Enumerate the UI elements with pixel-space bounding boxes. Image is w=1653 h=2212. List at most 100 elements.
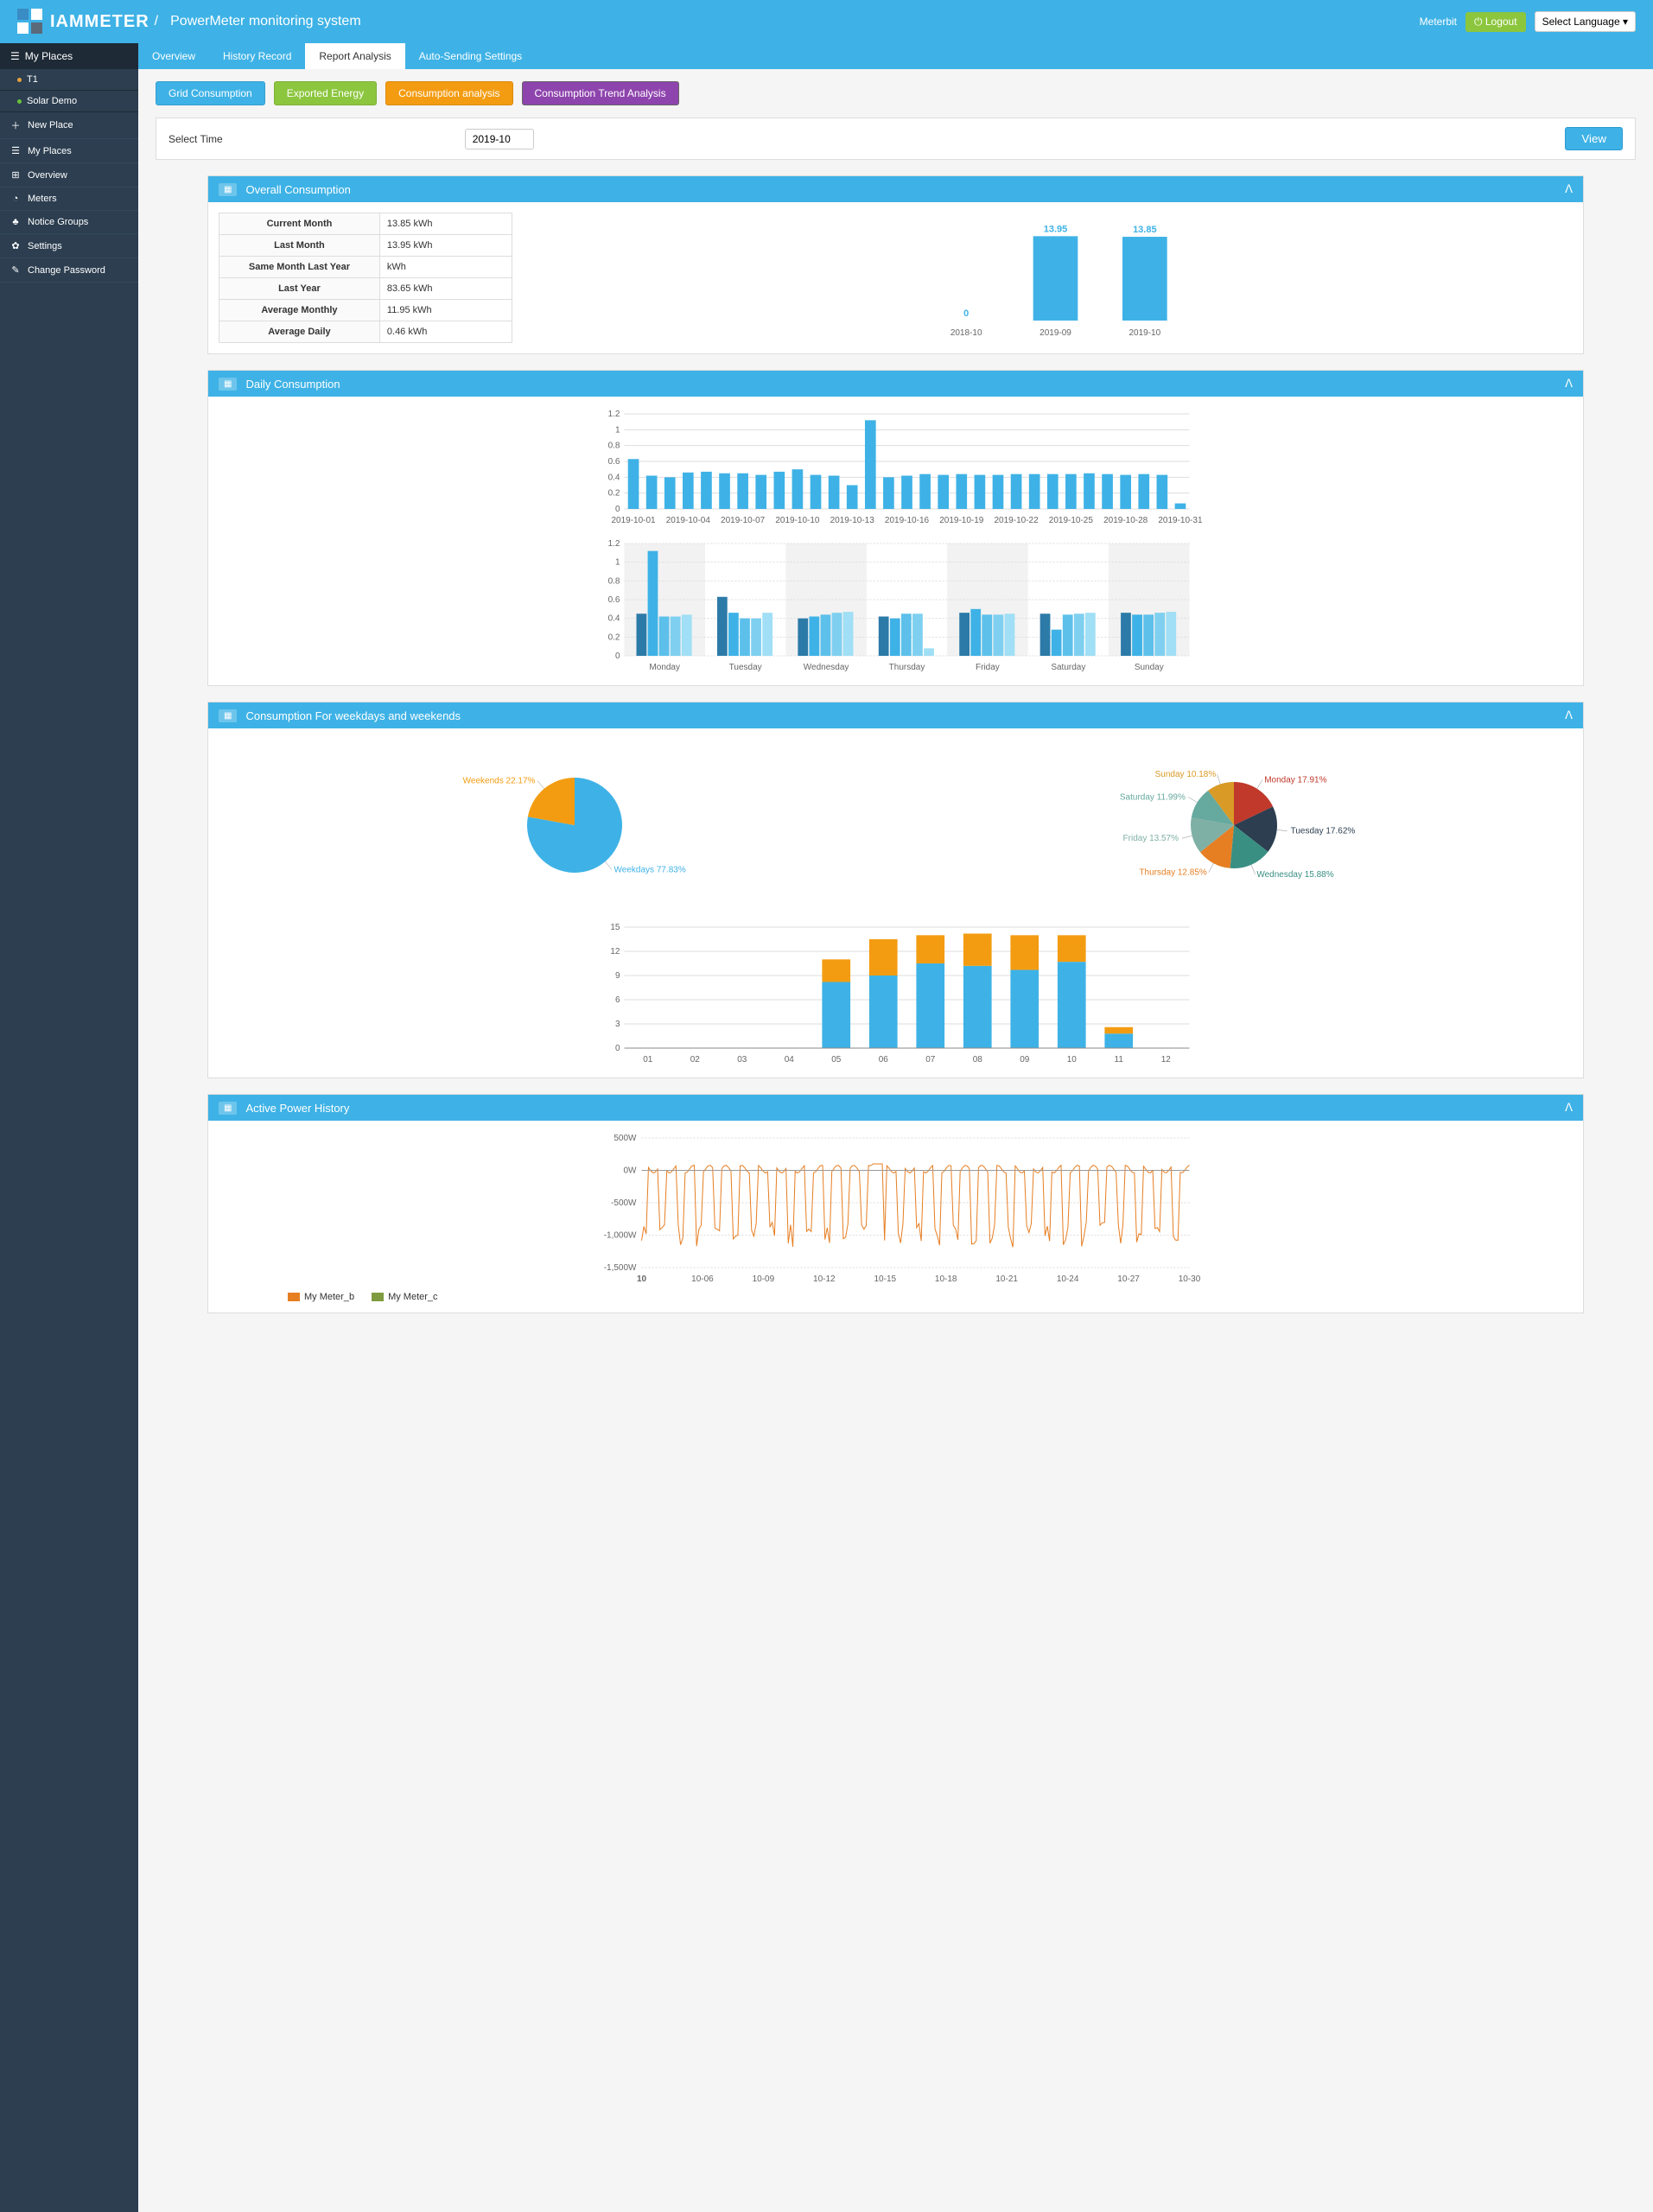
power-legend: My Meter_bMy Meter_c — [219, 1292, 1573, 1302]
svg-text:1.2: 1.2 — [608, 410, 620, 419]
collapse-icon[interactable]: ᐱ — [1565, 709, 1573, 722]
panel-active-power: ▦ Active Power History ᐱ 500W0W-500W-1,0… — [207, 1094, 1584, 1313]
svg-text:10-24: 10-24 — [1057, 1274, 1079, 1284]
user-name[interactable]: Meterbit — [1420, 16, 1457, 28]
svg-text:03: 03 — [737, 1055, 747, 1065]
svg-text:10-06: 10-06 — [691, 1274, 714, 1284]
overall-table: Current Month13.85 kWhLast Month13.95 kW… — [219, 213, 512, 343]
daily-bar-chart: 00.20.40.60.811.22019-10-012019-10-04201… — [219, 407, 1573, 528]
svg-text:10-21: 10-21 — [995, 1274, 1018, 1284]
svg-text:10-09: 10-09 — [753, 1274, 775, 1284]
svg-text:-500W: -500W — [611, 1198, 637, 1208]
tab-auto-sending-settings[interactable]: Auto-Sending Settings — [405, 43, 536, 69]
sidebar-places-header[interactable]: ☰ My Places — [0, 43, 138, 69]
sidebar-nav-item[interactable]: ☰My Places — [0, 139, 138, 163]
svg-text:05: 05 — [831, 1055, 842, 1065]
svg-text:07: 07 — [925, 1055, 936, 1065]
svg-text:0.4: 0.4 — [608, 473, 620, 482]
table-cell-value: 0.46 kWh — [380, 321, 512, 342]
svg-text:Monday 17.91%: Monday 17.91% — [1264, 776, 1326, 785]
collapse-icon[interactable]: ᐱ — [1565, 377, 1573, 391]
calendar-icon: ▦ — [219, 378, 237, 391]
svg-text:1: 1 — [615, 425, 620, 435]
nav-icon: ♣ — [10, 217, 21, 227]
table-cell-key: Average Monthly — [219, 300, 380, 321]
monthly-stacked-chart: 03691215010203040506070809101112 — [219, 920, 1573, 1067]
svg-text:0.6: 0.6 — [608, 595, 620, 605]
panel-header-weekday: ▦ Consumption For weekdays and weekends … — [208, 702, 1583, 728]
svg-text:2019-10-28: 2019-10-28 — [1103, 516, 1148, 525]
svg-text:Tuesday: Tuesday — [729, 663, 762, 672]
svg-text:2019-10-19: 2019-10-19 — [939, 516, 984, 525]
svg-text:10-30: 10-30 — [1179, 1274, 1201, 1284]
select-time-label: Select Time — [168, 133, 223, 145]
sidebar-nav-item[interactable]: ✿Settings — [0, 234, 138, 258]
svg-text:0.8: 0.8 — [608, 576, 620, 586]
calendar-icon: ▦ — [219, 709, 237, 722]
overall-bar-chart: 02018-1013.952019-0913.852019-10 — [530, 213, 1573, 342]
action-grid-consumption[interactable]: Grid Consumption — [156, 81, 265, 105]
svg-text:2018-10: 2018-10 — [950, 328, 982, 338]
svg-text:15: 15 — [610, 923, 620, 932]
time-input[interactable] — [465, 129, 534, 149]
svg-text:06: 06 — [879, 1055, 889, 1065]
svg-text:Wednesday: Wednesday — [804, 663, 849, 672]
nav-icon: ✎ — [10, 264, 21, 276]
collapse-icon[interactable]: ᐱ — [1565, 182, 1573, 196]
action-exported-energy[interactable]: Exported Energy — [274, 81, 377, 105]
logout-button[interactable]: ⏻ Logout — [1465, 12, 1526, 32]
svg-text:2019-10-01: 2019-10-01 — [611, 516, 656, 525]
sidebar-place-item[interactable]: Solar Demo — [0, 91, 138, 112]
svg-text:Friday: Friday — [976, 663, 1000, 672]
language-select[interactable]: Select Language ▾ — [1535, 11, 1636, 32]
collapse-icon[interactable]: ᐱ — [1565, 1101, 1573, 1115]
panel-overall-consumption: ▦ Overall Consumption ᐱ Current Month13.… — [207, 175, 1584, 354]
svg-text:6: 6 — [615, 995, 620, 1005]
brand-separator: / — [155, 14, 158, 29]
svg-text:0: 0 — [963, 308, 969, 319]
svg-text:Saturday 11.99%: Saturday 11.99% — [1120, 792, 1186, 802]
table-cell-key: Average Daily — [219, 321, 380, 342]
svg-text:04: 04 — [785, 1055, 795, 1065]
sidebar-nav-item[interactable]: ✎Change Password — [0, 258, 138, 283]
nav-icon: ◔ — [10, 194, 21, 204]
sidebar-nav-item[interactable]: ♣Notice Groups — [0, 211, 138, 234]
svg-text:2019-10-31: 2019-10-31 — [1158, 516, 1203, 525]
tab-history-record[interactable]: History Record — [209, 43, 305, 69]
tab-overview[interactable]: Overview — [138, 43, 209, 69]
sidebar-nav-item[interactable]: ＋New Place — [0, 112, 138, 139]
table-cell-value: 11.95 kWh — [380, 300, 512, 321]
svg-text:1.2: 1.2 — [608, 539, 620, 549]
table-cell-key: Same Month Last Year — [219, 257, 380, 277]
svg-text:10: 10 — [637, 1274, 647, 1284]
tab-bar: OverviewHistory RecordReport AnalysisAut… — [138, 43, 1653, 69]
svg-text:-1,000W: -1,000W — [604, 1231, 637, 1241]
table-cell-value: 13.85 kWh — [380, 213, 512, 234]
weekday-weekend-pie-chart: Weekdays 77.83%Weekends 22.17% — [428, 756, 687, 894]
table-cell-value: 13.95 kWh — [380, 235, 512, 256]
svg-text:09: 09 — [1020, 1055, 1030, 1065]
svg-text:0: 0 — [615, 505, 620, 514]
panel-header-power: ▦ Active Power History ᐱ — [208, 1095, 1583, 1121]
svg-text:01: 01 — [643, 1055, 653, 1065]
sidebar-nav-item[interactable]: ◔Meters — [0, 188, 138, 211]
brand-name: IAMMETER — [50, 12, 149, 32]
sidebar-place-item[interactable]: T1 — [0, 69, 138, 91]
action-consumption-trend-analysis[interactable]: Consumption Trend Analysis — [522, 81, 679, 105]
nav-icon: ⊞ — [10, 169, 21, 181]
svg-text:12: 12 — [610, 947, 620, 957]
table-cell-key: Last Month — [219, 235, 380, 256]
view-button[interactable]: View — [1565, 127, 1623, 150]
list-icon: ☰ — [10, 50, 20, 62]
svg-text:500W: 500W — [614, 1134, 637, 1143]
svg-text:0: 0 — [615, 652, 620, 661]
legend-item: My Meter_b — [288, 1292, 354, 1302]
sidebar-nav-item[interactable]: ⊞Overview — [0, 163, 138, 188]
table-cell-key: Last Year — [219, 278, 380, 299]
tab-report-analysis[interactable]: Report Analysis — [305, 43, 404, 69]
panel-weekday-weekend: ▦ Consumption For weekdays and weekends … — [207, 702, 1584, 1078]
svg-text:08: 08 — [973, 1055, 983, 1065]
nav-icon: ☰ — [10, 145, 21, 156]
action-consumption-analysis[interactable]: Consumption analysis — [385, 81, 512, 105]
table-cell-key: Current Month — [219, 213, 380, 234]
